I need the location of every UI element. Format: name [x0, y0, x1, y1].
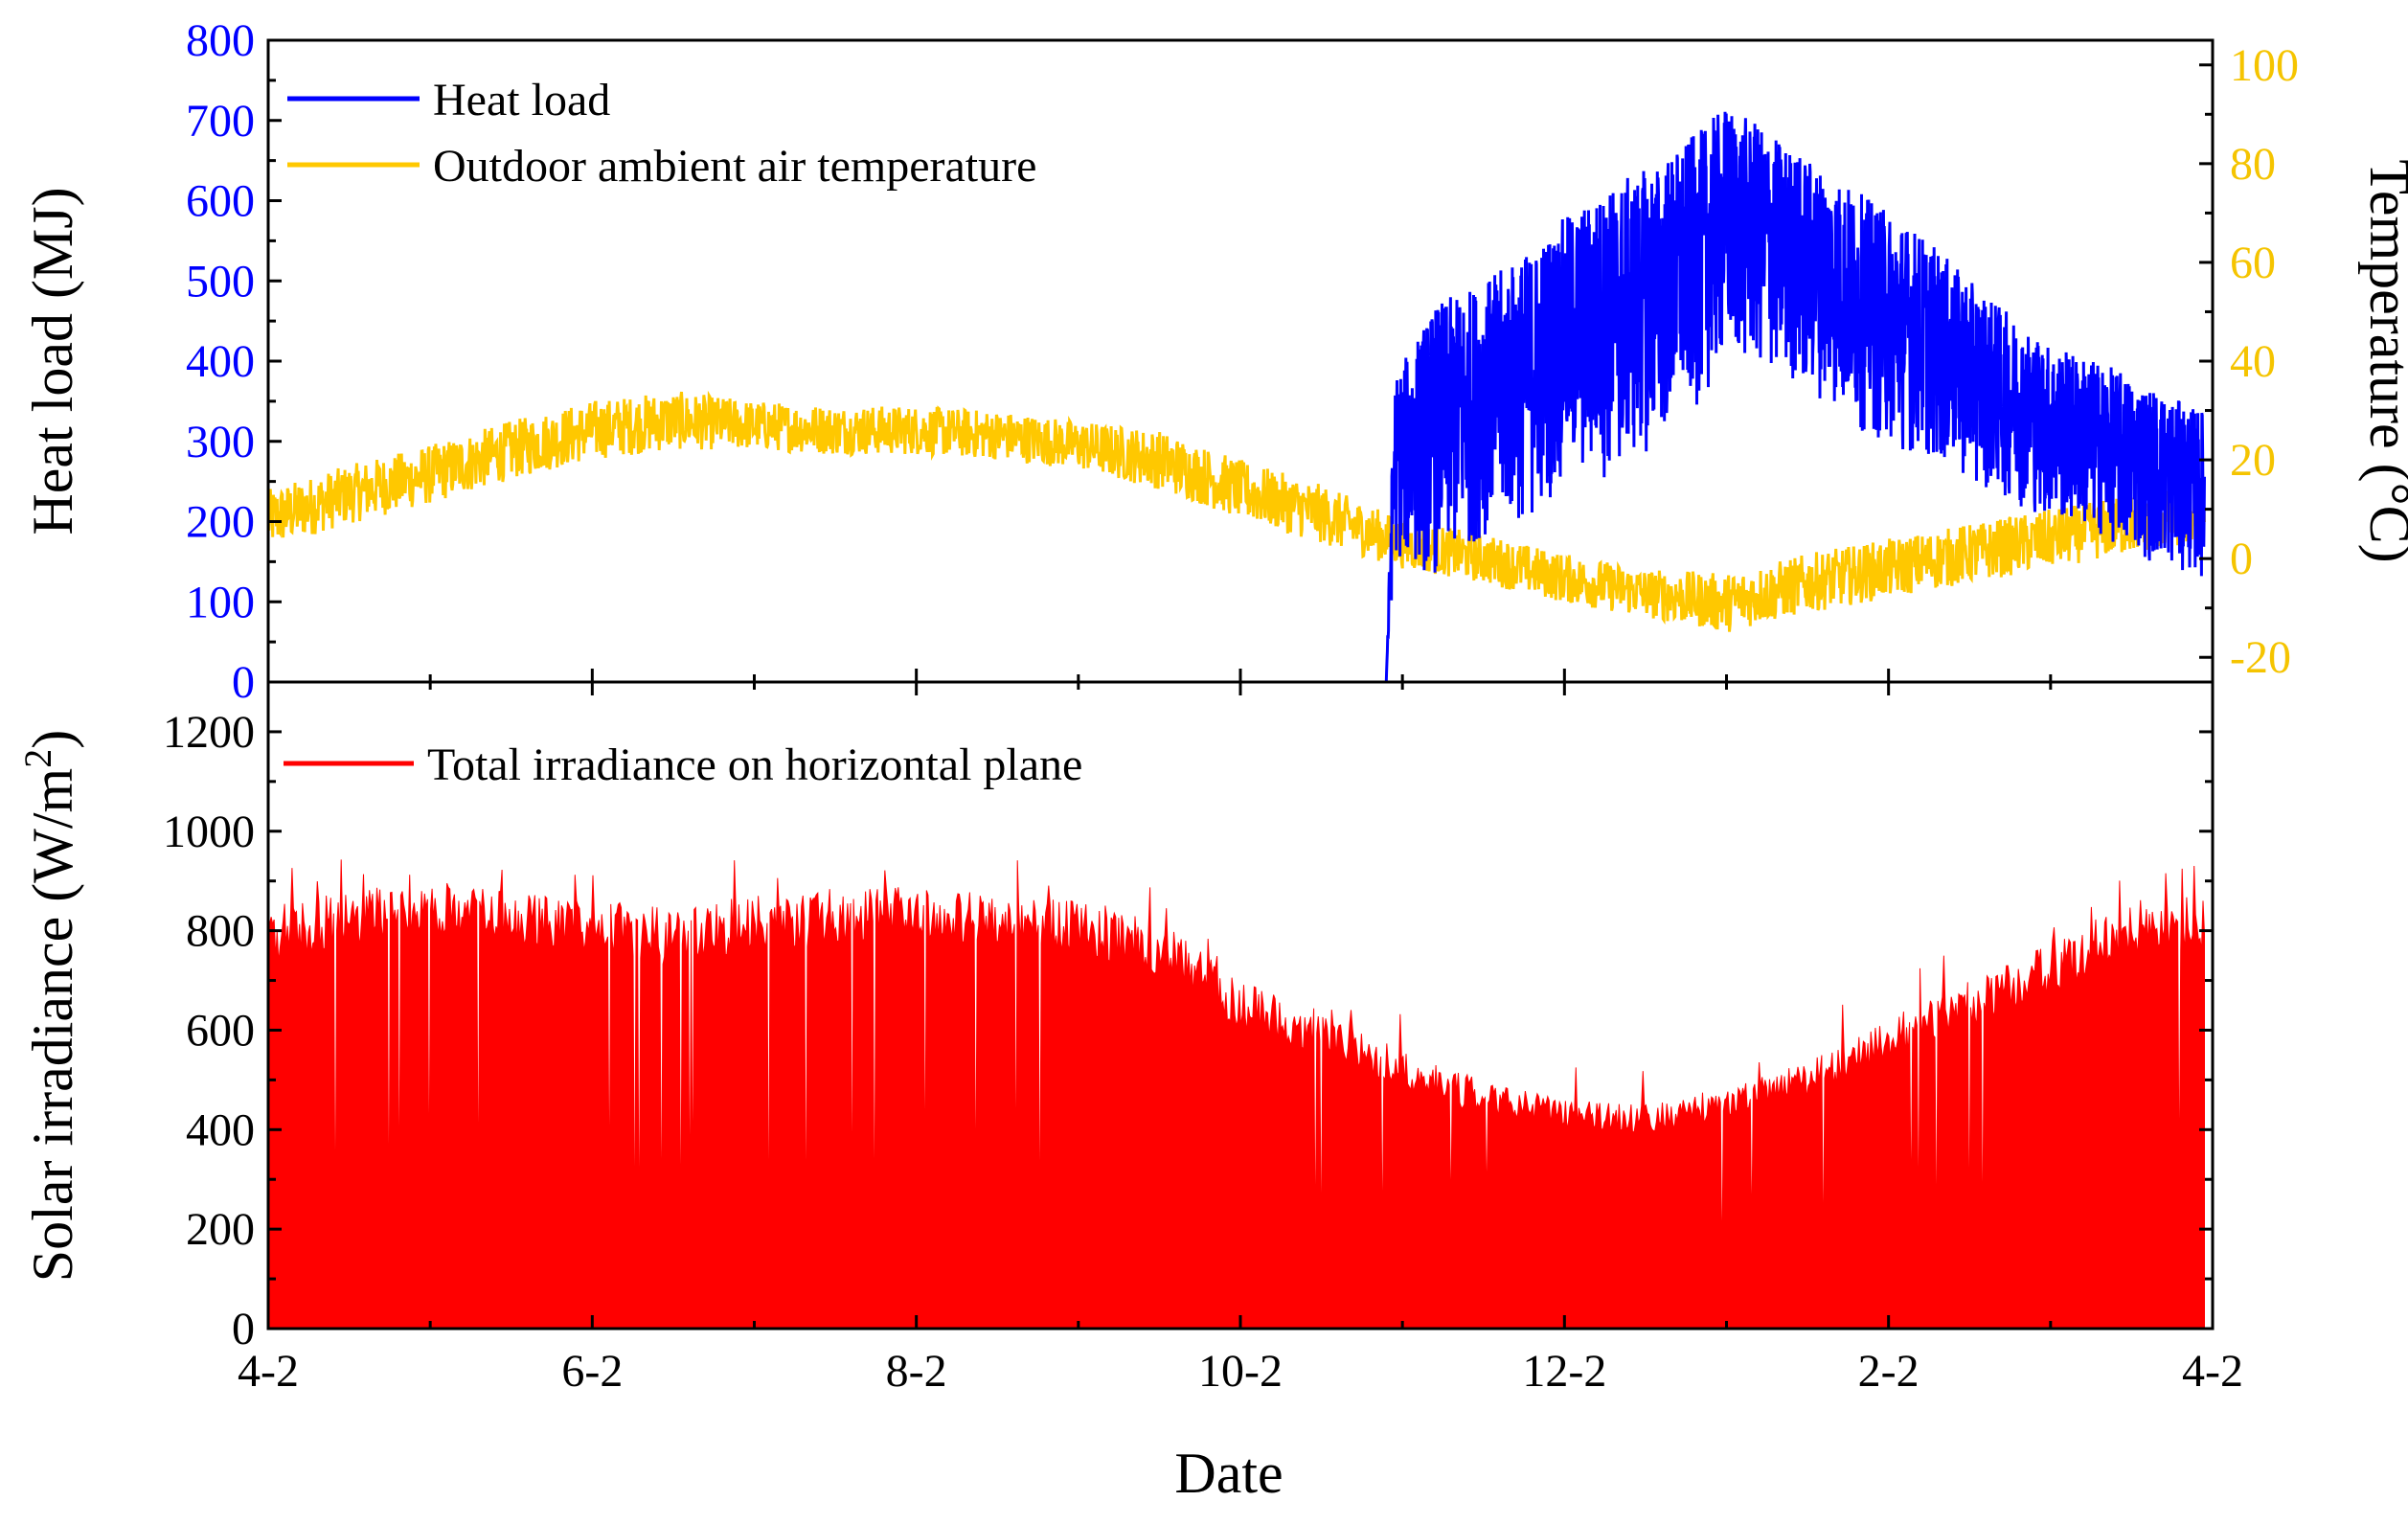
top-left-tick-label: 100	[186, 577, 255, 627]
y-axis-title-irradiance-end: )	[21, 730, 84, 749]
temperature-line	[266, 390, 2206, 632]
y-axis-title-temperature: Temperature (°C)	[2358, 159, 2408, 562]
top-left-tick-label: 600	[186, 176, 255, 227]
x-axis-title-date: Date	[1174, 1442, 1283, 1505]
top-left-tick-label: 0	[232, 657, 255, 708]
bottom-legend: Total irradiance on horizontal plane	[284, 739, 1082, 790]
top-left-axis: 0 100 200 300 400 500 600 700 800	[186, 15, 282, 708]
y-axis-title-irradiance-main: Solar irradiance (W/m	[21, 768, 84, 1282]
bottom-panel: 0 200 400 600 800 1000 1200 4-2 6-2 8-2 10-2 12-2 2…	[16, 680, 2243, 1505]
bottom-left-tick-label: 400	[186, 1104, 255, 1155]
top-left-tick-label: 300	[186, 417, 255, 467]
top-panel: 0 100 200 300 400 500 600 700 800 -20 0 20 40 60 80 10…	[21, 15, 2408, 708]
legend-label-irradiance: Total irradiance on horizontal plane	[427, 739, 1082, 790]
x-tick-label: 12-2	[1522, 1346, 1606, 1397]
x-tick-label: 4-2	[238, 1346, 299, 1397]
irradiance-area	[267, 859, 2205, 1330]
top-x-axis	[266, 669, 2215, 682]
bottom-left-tick-label: 1200	[163, 707, 255, 758]
x-tick-label: 8-2	[886, 1346, 947, 1397]
bottom-x-axis: 4-2 6-2 8-2 10-2 12-2 2-2 4-2	[238, 682, 2243, 1397]
top-right-tick-label: 60	[2230, 238, 2276, 288]
top-right-tick-label: -20	[2230, 632, 2291, 683]
top-right-tick-label: 0	[2230, 534, 2253, 584]
top-right-tick-label: 80	[2230, 139, 2276, 190]
y-axis-title-heat-load: Heat load (MJ)	[21, 187, 84, 535]
y-axis-title-irradiance: Solar irradiance (W/m2)	[16, 730, 84, 1282]
top-left-tick-label: 800	[186, 15, 255, 66]
irradiance-series	[267, 859, 2205, 1330]
top-right-tick-label: 100	[2230, 40, 2299, 91]
top-right-tick-label: 20	[2230, 435, 2276, 486]
heat-load-series	[268, 111, 2206, 684]
bottom-left-axis: 0 200 400 600 800 1000 1200	[163, 680, 2213, 1354]
top-left-tick-label: 200	[186, 497, 255, 548]
bottom-left-tick-label: 800	[186, 906, 255, 957]
bottom-left-tick-label: 1000	[163, 807, 255, 857]
heat-load-line	[268, 111, 2206, 684]
top-right-tick-label: 40	[2230, 336, 2276, 387]
legend-label-temperature: Outdoor ambient air temperature	[433, 141, 1036, 192]
bottom-left-tick-label: 0	[232, 1304, 255, 1354]
top-left-tick-label: 500	[186, 256, 255, 307]
top-legend: Heat load Outdoor ambient air temperatur…	[287, 75, 1036, 192]
top-left-tick-label: 400	[186, 336, 255, 387]
bottom-left-tick-label: 200	[186, 1204, 255, 1255]
top-right-axis: -20 0 20 40 60 80 100	[2199, 40, 2299, 683]
x-tick-label: 2-2	[1858, 1346, 1920, 1397]
y-axis-title-irradiance-sup: 2	[16, 749, 59, 768]
bottom-left-tick-label: 600	[186, 1005, 255, 1056]
x-tick-label: 6-2	[561, 1346, 623, 1397]
top-left-tick-label: 700	[186, 96, 255, 147]
x-tick-label: 4-2	[2182, 1346, 2243, 1397]
x-tick-label: 10-2	[1198, 1346, 1283, 1397]
legend-label-heat-load: Heat load	[433, 75, 610, 125]
temperature-series	[266, 390, 2206, 632]
